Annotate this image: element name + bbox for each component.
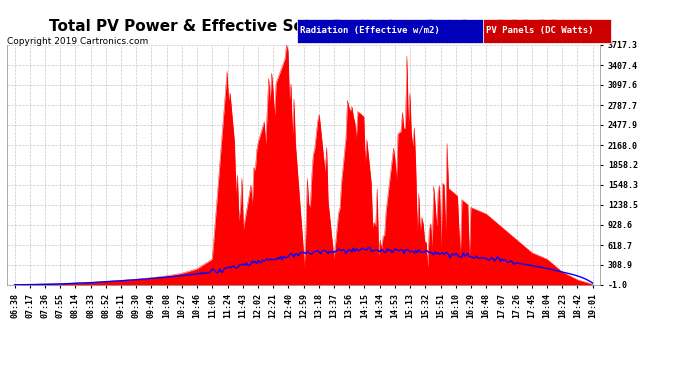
Text: Copyright 2019 Cartronics.com: Copyright 2019 Cartronics.com [7, 38, 148, 46]
Text: Radiation (Effective w/m2): Radiation (Effective w/m2) [300, 26, 440, 36]
Text: PV Panels (DC Watts): PV Panels (DC Watts) [486, 26, 594, 36]
Text: Total PV Power & Effective Solar Radiation  Sat Apr 6 19:18: Total PV Power & Effective Solar Radiati… [49, 19, 558, 34]
